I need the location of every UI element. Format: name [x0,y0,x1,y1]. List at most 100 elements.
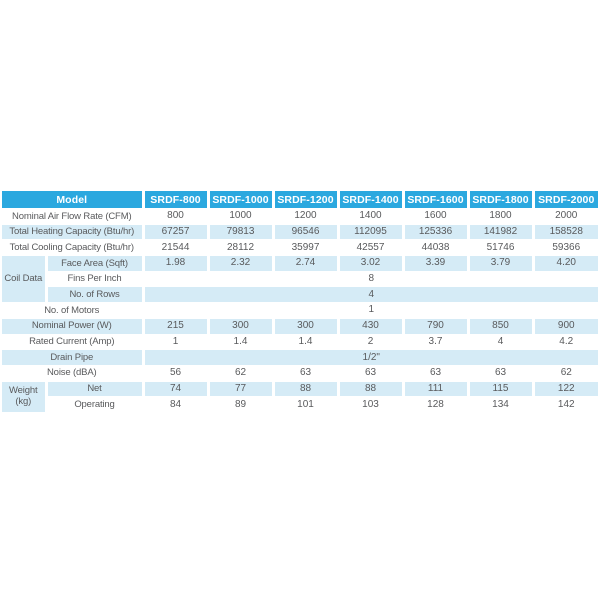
spec-cell: 74 [143,381,210,398]
spec-cell: 51746 [468,239,535,257]
spec-cell: 4 [468,334,535,351]
spec-cell: 88 [273,381,340,398]
row-label-net-weight: Net [46,381,145,398]
spec-cell: 1000 [208,208,275,225]
spec-cell-merged: 1 [143,302,598,319]
spec-cell: 1400 [338,208,405,225]
column-header-srdf-1000: SRDF-1000 [208,191,275,209]
table-header-row: Model SRDF-800 SRDF-1000 SRDF-1200 SRDF-… [2,191,598,209]
spec-cell: 122 [533,381,598,398]
spec-cell: 2.32 [208,255,275,272]
spec-cell-merged: 1/2" [143,349,598,366]
spec-cell: 62 [208,365,275,382]
table-row: Nominal Power (W) 215 300 300 430 790 85… [2,318,598,335]
spec-cell: 128 [403,396,470,413]
row-label-drain-pipe: Drain Pipe [2,349,145,366]
spec-cell: 1.4 [208,334,275,351]
table-row: No. of Rows 4 [2,286,598,304]
spec-table: Model SRDF-800 SRDF-1000 SRDF-1200 SRDF-… [2,191,598,413]
column-header-srdf-1400: SRDF-1400 [338,191,405,209]
spec-cell: 3.7 [403,334,470,351]
spec-cell: 84 [143,396,210,413]
row-label-heating-capacity: Total Heating Capacity (Btu/hr) [2,224,145,241]
spec-cell: 112095 [338,224,405,241]
spec-cell: 3.02 [338,255,405,272]
table-row: Rated Current (Amp) 1 1.4 1.4 2 3.7 4 4.… [2,334,598,351]
spec-cell: 111 [403,381,470,398]
spec-cell: 56 [143,365,210,382]
spec-cell-merged: 4 [143,286,598,304]
table-row: Total Heating Capacity (Btu/hr) 67257 79… [2,224,598,241]
row-label-operating-weight: Operating [46,396,145,413]
spec-cell: 88 [338,381,405,398]
spec-cell: 2.74 [273,255,340,272]
spec-cell: 59366 [533,239,598,257]
row-label-nominal-power: Nominal Power (W) [2,318,145,335]
spec-cell: 850 [468,318,535,335]
spec-cell: 3.79 [468,255,535,272]
spec-cell: 28112 [208,239,275,257]
spec-cell-merged: 8 [143,271,598,288]
spec-cell: 101 [273,396,340,413]
spec-cell: 67257 [143,224,210,241]
spec-cell: 77 [208,381,275,398]
column-header-srdf-800: SRDF-800 [143,191,210,209]
spec-cell: 2000 [533,208,598,225]
group-label-weight: Weight (kg) [2,381,48,413]
spec-cell: 63 [468,365,535,382]
spec-cell: 115 [468,381,535,398]
spec-cell: 44038 [403,239,470,257]
table-row: Drain Pipe 1/2" [2,349,598,366]
spec-cell: 103 [338,396,405,413]
table-row: Coil Data Face Area (Sqft) 1.98 2.32 2.7… [2,255,598,304]
table-row: Nominal Air Flow Rate (CFM) 800 1000 120… [2,208,598,225]
spec-cell: 96546 [273,224,340,241]
spec-cell: 1600 [403,208,470,225]
row-label-no-of-motors: No. of Motors [2,302,145,319]
table-row: Total Cooling Capacity (Btu/hr) 21544 28… [2,239,598,257]
spec-cell: 63 [273,365,340,382]
spec-cell: 1 [143,334,210,351]
row-label-no-of-rows: No. of Rows [46,286,145,304]
spec-cell: 141982 [468,224,535,241]
row-label-cooling-capacity: Total Cooling Capacity (Btu/hr) [2,239,145,257]
model-header: Model [2,191,145,209]
column-header-srdf-2000: SRDF-2000 [533,191,598,209]
spec-cell: 800 [143,208,210,225]
spec-cell: 42557 [338,239,405,257]
row-label-noise: Noise (dBA) [2,365,145,382]
spec-cell: 300 [273,318,340,335]
spec-cell: 1800 [468,208,535,225]
spec-cell: 1.4 [273,334,340,351]
spec-cell: 2 [338,334,405,351]
table-row: Fins Per Inch 8 [2,271,598,288]
row-label-rated-current: Rated Current (Amp) [2,334,145,351]
spec-cell: 79813 [208,224,275,241]
column-header-srdf-1600: SRDF-1600 [403,191,470,209]
spec-cell: 142 [533,396,598,413]
row-label-face-area: Face Area (Sqft) [46,255,145,272]
spec-cell: 63 [338,365,405,382]
spec-cell: 35997 [273,239,340,257]
column-header-srdf-1800: SRDF-1800 [468,191,535,209]
spec-cell: 158528 [533,224,598,241]
spec-cell: 125336 [403,224,470,241]
spec-cell: 790 [403,318,470,335]
spec-cell: 1200 [273,208,340,225]
spec-cell: 21544 [143,239,210,257]
spec-cell: 300 [208,318,275,335]
spec-cell: 4.20 [533,255,598,272]
column-header-srdf-1200: SRDF-1200 [273,191,340,209]
spec-cell: 63 [403,365,470,382]
group-label-coil-data: Coil Data [2,255,48,304]
spec-cell: 3.39 [403,255,470,272]
spec-cell: 62 [533,365,598,382]
spec-cell: 89 [208,396,275,413]
spec-cell: 4.2 [533,334,598,351]
table-row: Weight (kg) Net 74 77 88 88 111 115 122 [2,381,598,413]
table-row: Noise (dBA) 56 62 63 63 63 63 62 [2,365,598,382]
row-label-fins-per-inch: Fins Per Inch [46,271,145,288]
spec-cell: 900 [533,318,598,335]
spec-cell: 134 [468,396,535,413]
